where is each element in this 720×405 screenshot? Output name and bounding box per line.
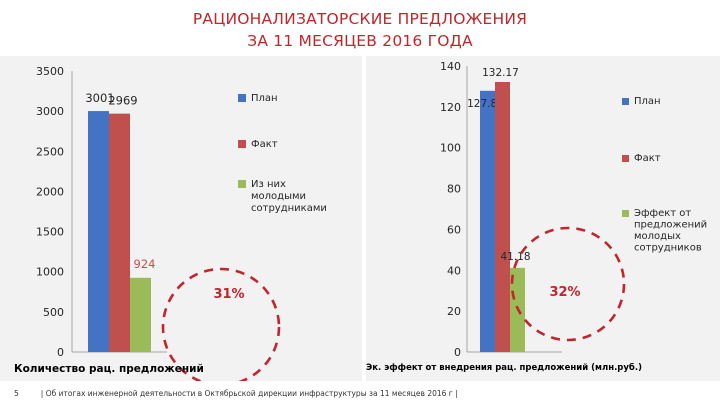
- legend-swatch-fact: [238, 140, 246, 148]
- y-tick-label: 500: [43, 306, 64, 319]
- bar-young: [130, 277, 151, 352]
- y-tick-label: 1000: [36, 266, 64, 279]
- x-axis-caption: Количество рац. предложений: [14, 363, 204, 375]
- y-tick-label: 3000: [36, 105, 64, 118]
- footer-text: | Об итогах инженерной деятельности в Ок…: [40, 389, 458, 398]
- legend-swatch-plan: [238, 94, 246, 102]
- percent-annotation: 31%: [213, 287, 244, 302]
- bar-value-label: 2969: [108, 94, 137, 108]
- bar-plan: [480, 90, 495, 352]
- y-tick-label: 20: [447, 305, 461, 318]
- legend-label: предложений: [634, 220, 707, 231]
- y-tick-label: 80: [447, 183, 461, 196]
- legend-label: Эффект от: [634, 208, 691, 219]
- legend-label: сотрудниками: [251, 203, 327, 214]
- dashed-circle-highlight: [510, 226, 626, 342]
- bar-value-label: 132.17: [482, 67, 519, 79]
- bar-value-label: 924: [134, 257, 156, 271]
- legend-swatch-young: [622, 210, 629, 217]
- chart-economic-effect: 0 20 40 60 80 100 120 140 127.86 132.17 41.18 План Ф…: [366, 60, 707, 373]
- bar-value-label: 41.18: [500, 251, 530, 263]
- dashed-circle-highlight: [161, 267, 281, 381]
- chart-panel-economic-effect: 0 20 40 60 80 100 120 140 127.86 132.17 41.18 План Ф…: [366, 56, 720, 381]
- legend-label: Факт: [251, 139, 278, 150]
- y-tick-label: 2500: [36, 145, 64, 158]
- y-tick-label: 100: [440, 142, 461, 155]
- y-tick-label: 3500: [36, 65, 64, 78]
- slide-title-line1: РАЦИОНАЛИЗАТОРСКИЕ ПРЕДЛОЖЕНИЯ: [192, 10, 528, 28]
- y-tick-label: 0: [454, 346, 461, 359]
- legend-label: молодых: [634, 231, 681, 242]
- legend-swatch-fact: [622, 155, 629, 162]
- y-tick-label: 60: [447, 223, 461, 236]
- y-tick-label: 120: [440, 101, 461, 114]
- percent-annotation: 32%: [549, 285, 580, 300]
- bar-value-label: 3001: [85, 91, 114, 105]
- legend-swatch-plan: [622, 98, 629, 105]
- slide-footer: 5 | Об итогах инженерной деятельности в О…: [14, 389, 458, 398]
- y-tick-label: 40: [447, 264, 461, 277]
- bar-fact: [495, 81, 510, 352]
- y-tick-label: 2000: [36, 185, 64, 198]
- bar-plan: [88, 111, 109, 352]
- legend-swatch-young: [238, 180, 246, 188]
- slide-title-line2: ЗА 11 МЕСЯЦЕВ 2016 ГОДА: [247, 32, 473, 50]
- chart-panel-count: 0 500 1000 1500 2000 2500 3000 3500 3001 2969 924 П…: [0, 56, 362, 381]
- legend-label: План: [251, 93, 278, 104]
- bar-fact: [109, 113, 130, 352]
- legend-label: Из них: [251, 179, 286, 190]
- footer-page-number: 5: [14, 389, 19, 398]
- legend-label: сотрудников: [634, 243, 702, 254]
- y-tick-label: 0: [57, 346, 64, 359]
- legend-label: молодыми: [251, 191, 306, 202]
- legend-label: План: [634, 96, 661, 107]
- y-tick-label: 1500: [36, 226, 64, 239]
- legend-label: Факт: [634, 153, 661, 164]
- y-tick-label: 140: [440, 60, 461, 73]
- slide-title: РАЦИОНАЛИЗАТОРСКИЕ ПРЕДЛОЖЕНИЯ ЗА 11 МЕС…: [0, 8, 720, 52]
- bar-value-label: 127.86: [467, 98, 504, 110]
- x-axis-caption: Эк. эффект от внедрения рац. предложений…: [366, 362, 642, 373]
